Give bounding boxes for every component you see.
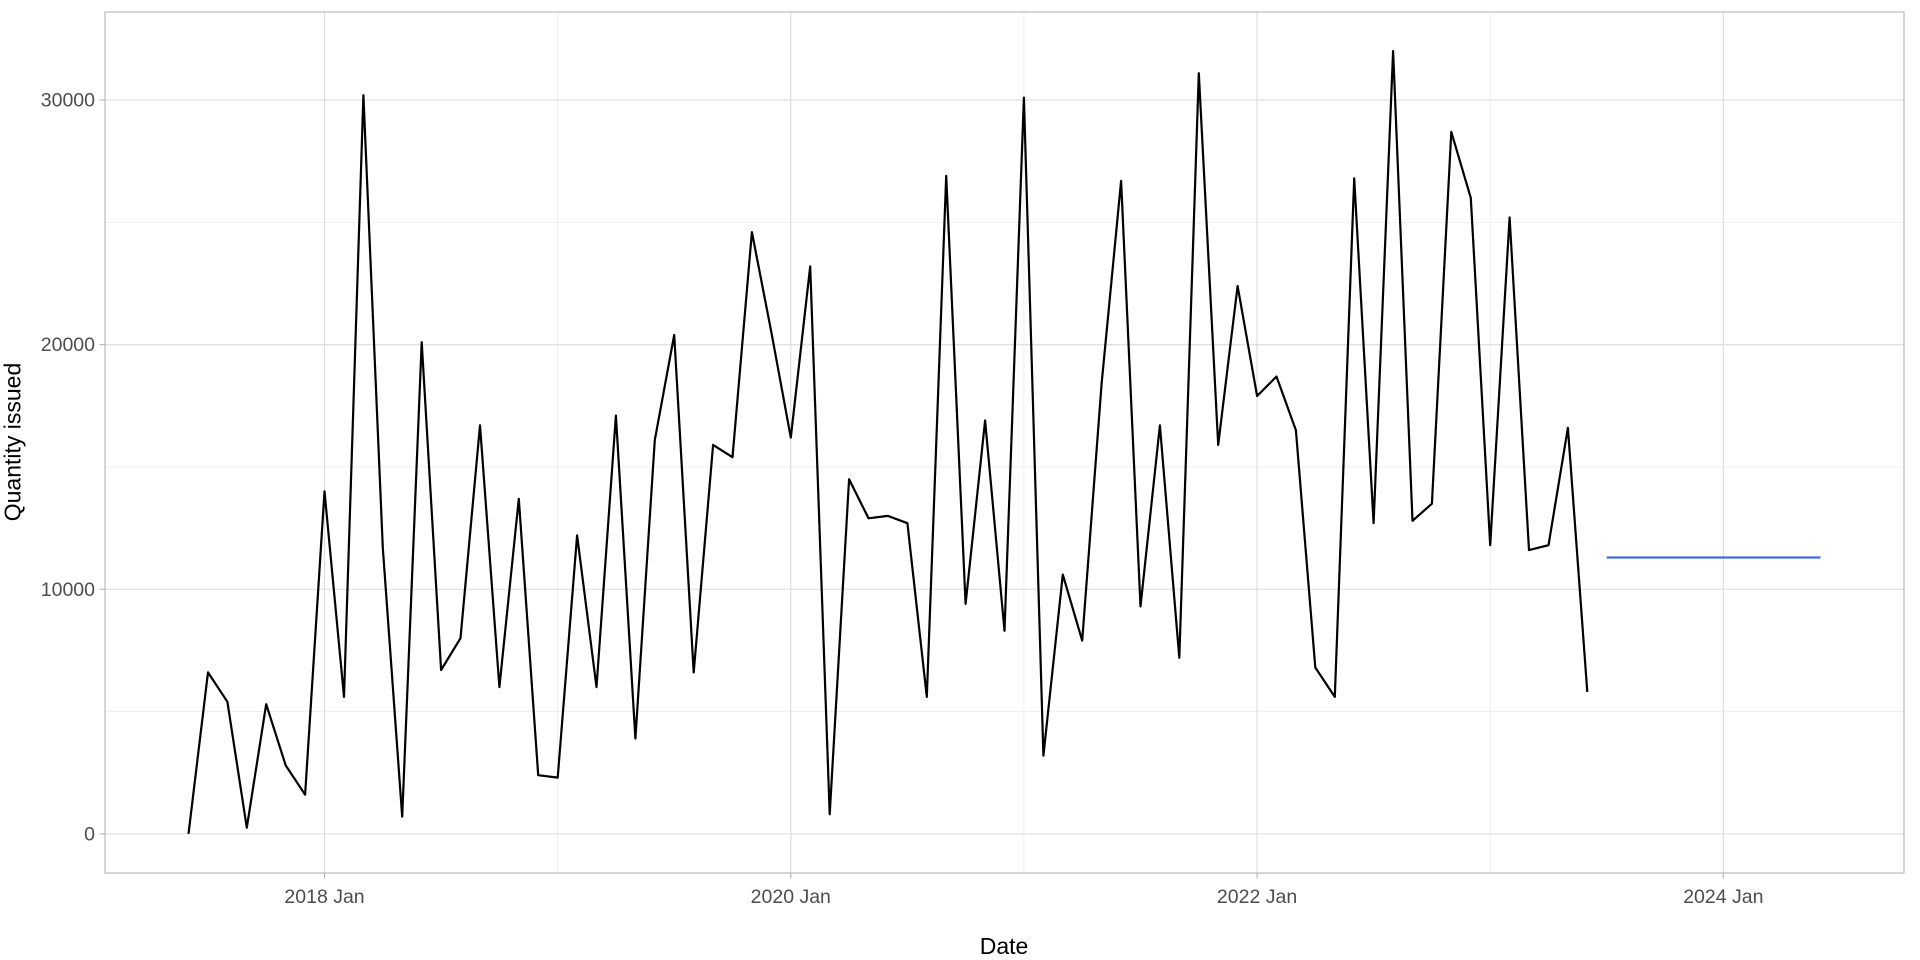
y-axis-title: Quantity issued bbox=[0, 362, 26, 522]
y-tick-label: 30000 bbox=[41, 90, 95, 112]
y-tick-label: 20000 bbox=[41, 334, 95, 356]
series-observed bbox=[187, 50, 1589, 835]
x-tick-label: 2018 Jan bbox=[284, 886, 364, 908]
panel-border bbox=[104, 11, 1905, 874]
x-axis-title: Date bbox=[979, 933, 1029, 959]
y-tick-label: 0 bbox=[84, 823, 95, 845]
y-tick-label: 10000 bbox=[41, 579, 95, 601]
x-tick-label: 2024 Jan bbox=[1683, 886, 1763, 908]
x-tick-label: 2020 Jan bbox=[751, 886, 831, 908]
x-tick-label: 2022 Jan bbox=[1217, 886, 1297, 908]
